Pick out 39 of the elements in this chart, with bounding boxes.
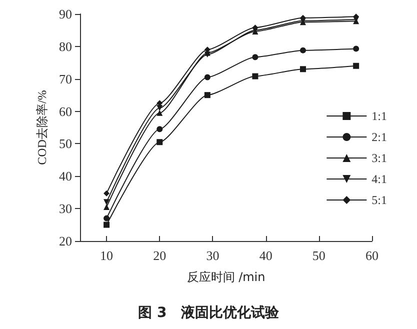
y-tick-label: 70	[59, 71, 72, 86]
point	[300, 66, 306, 72]
x-tick-label: 60	[366, 248, 378, 263]
y-tick-label: 90	[59, 6, 72, 22]
point	[156, 105, 163, 112]
point	[353, 62, 360, 69]
point	[156, 139, 163, 146]
point	[104, 215, 110, 222]
x-axis-title: 反应时间 /min	[186, 270, 266, 284]
legend-label: 5:1	[372, 193, 388, 207]
point	[252, 54, 258, 60]
y-tick-label: 30	[59, 201, 72, 216]
point	[204, 74, 210, 80]
y-tick-label: 40	[59, 168, 72, 184]
point	[104, 199, 110, 206]
y-tick-label: 60	[59, 104, 72, 119]
point	[300, 47, 306, 54]
x-tick-label: 30	[206, 248, 220, 263]
legend-label: 3:1	[372, 151, 388, 165]
x-tick-label: 50	[312, 248, 326, 263]
x-tick-label: 20	[153, 248, 166, 263]
point	[104, 204, 110, 210]
point	[104, 190, 110, 196]
y-tick-label: 50	[59, 136, 72, 152]
point	[252, 73, 258, 80]
x-tick-label: 40	[259, 248, 272, 263]
x-tick-label: 10	[100, 248, 114, 263]
point	[104, 222, 110, 228]
text: 图 3 液固比优化试验	[138, 304, 280, 321]
y-tick-label: 20	[59, 234, 72, 248]
legend-label: 2:1	[372, 130, 388, 144]
point	[204, 92, 210, 98]
legend-label: 1:1	[372, 109, 388, 123]
y-tick-label: 80	[59, 38, 72, 54]
y-axis-title: COD去除率/%	[35, 90, 49, 165]
point	[156, 110, 163, 116]
point	[156, 126, 163, 132]
point	[353, 46, 360, 52]
legend-label: 4:1	[372, 172, 388, 186]
